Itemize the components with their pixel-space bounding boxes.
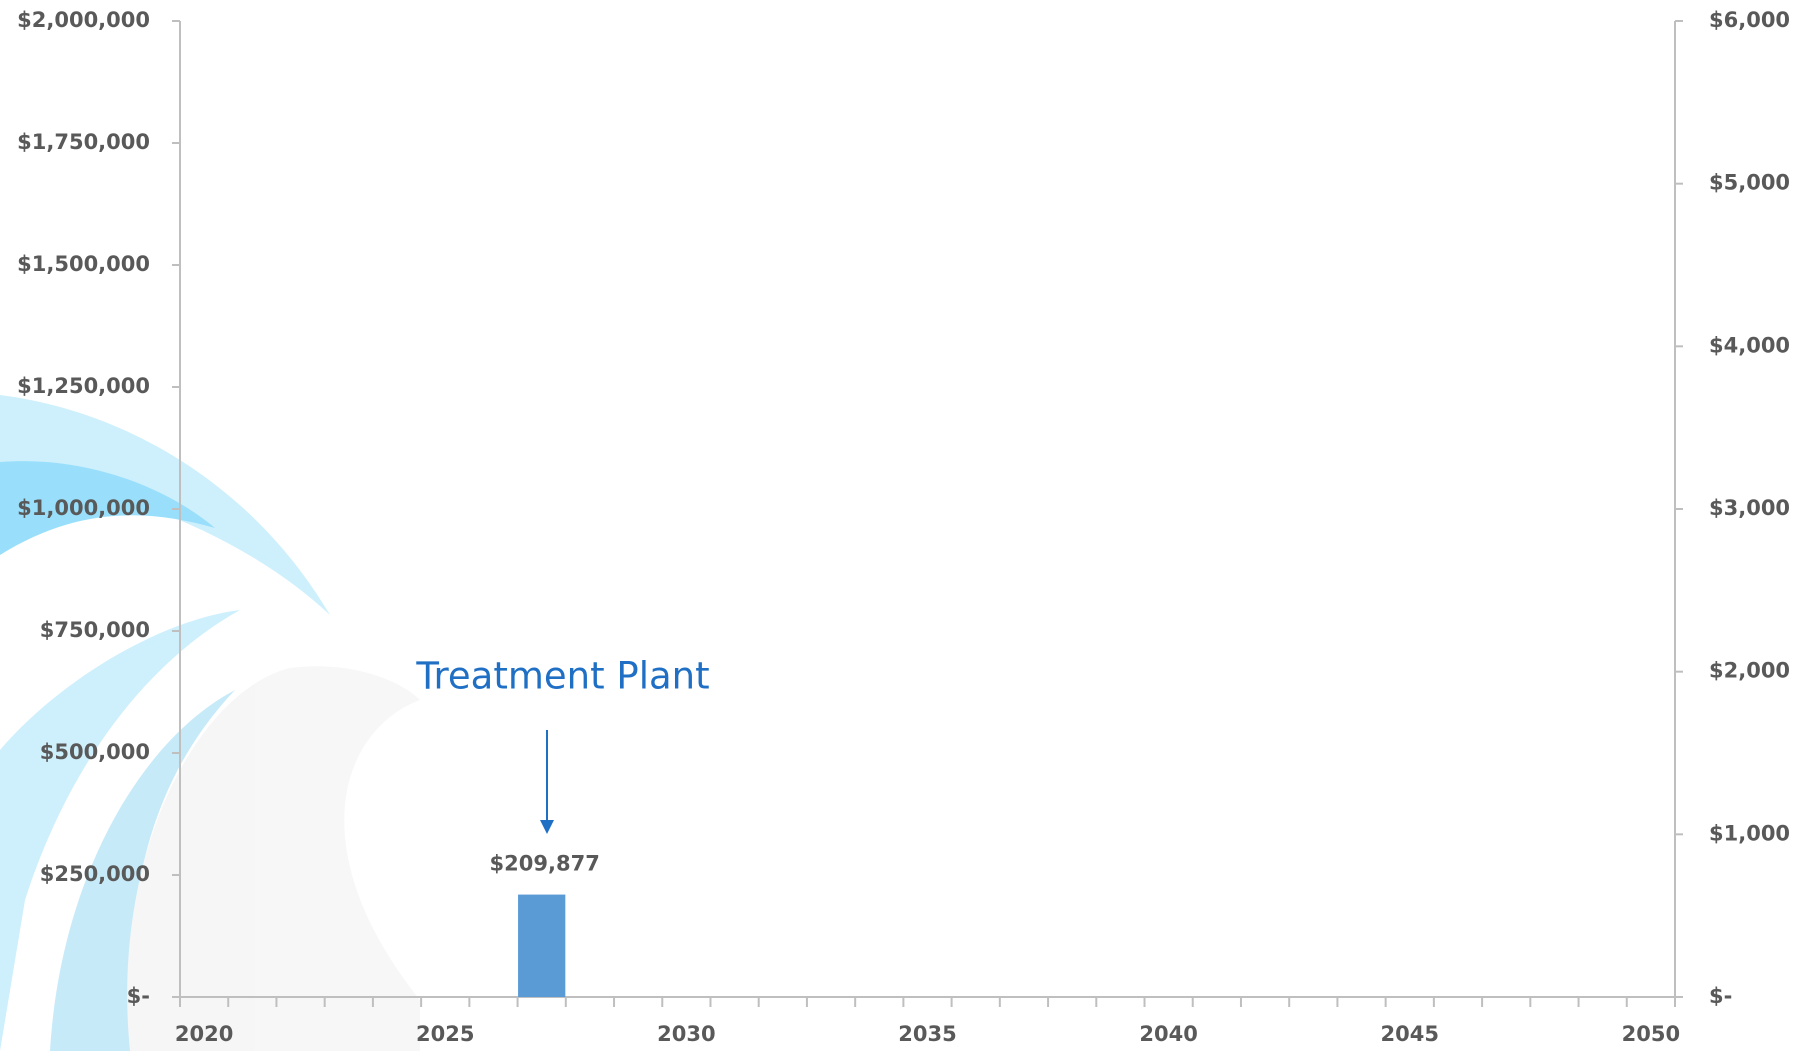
y2-tick-label: $4,000 bbox=[1709, 333, 1790, 357]
y-tick-label: $1,250,000 bbox=[17, 374, 150, 398]
x-tick-label: 2045 bbox=[1381, 1022, 1439, 1046]
y-tick-label: $1,000,000 bbox=[17, 496, 150, 520]
y2-tick-label: $2,000 bbox=[1709, 659, 1790, 683]
y2-tick-label: $1,000 bbox=[1709, 821, 1790, 845]
y-tick-label: $500,000 bbox=[40, 740, 150, 764]
x-tick-label: 2020 bbox=[175, 1022, 233, 1046]
y2-tick-label: $6,000 bbox=[1709, 8, 1790, 32]
value-label: $209,877 bbox=[490, 852, 600, 876]
y-tick-label: $2,000,000 bbox=[17, 8, 150, 32]
annotation-arrow bbox=[540, 730, 554, 834]
y-tick-label: $750,000 bbox=[40, 618, 150, 642]
y2-tick-label: $- bbox=[1709, 984, 1732, 1008]
y-tick-label: $- bbox=[127, 984, 150, 1008]
annotation: Treatment Plant bbox=[415, 655, 709, 698]
background-swirls bbox=[0, 395, 421, 1051]
y-tick-label: $250,000 bbox=[40, 862, 150, 886]
x-tick-label: 2040 bbox=[1139, 1022, 1197, 1046]
x-tick-label: 2025 bbox=[416, 1022, 474, 1046]
y2-tick-label: $3,000 bbox=[1709, 496, 1790, 520]
y2-tick-label: $5,000 bbox=[1709, 171, 1790, 195]
y-tick-label: $1,500,000 bbox=[17, 252, 150, 276]
x-tick-label: 2035 bbox=[898, 1022, 956, 1046]
y-tick-label: $1,750,000 bbox=[17, 130, 150, 154]
x-tick-label: 2030 bbox=[657, 1022, 715, 1046]
bar bbox=[518, 894, 566, 997]
x-tick-label: 2050 bbox=[1622, 1022, 1680, 1046]
